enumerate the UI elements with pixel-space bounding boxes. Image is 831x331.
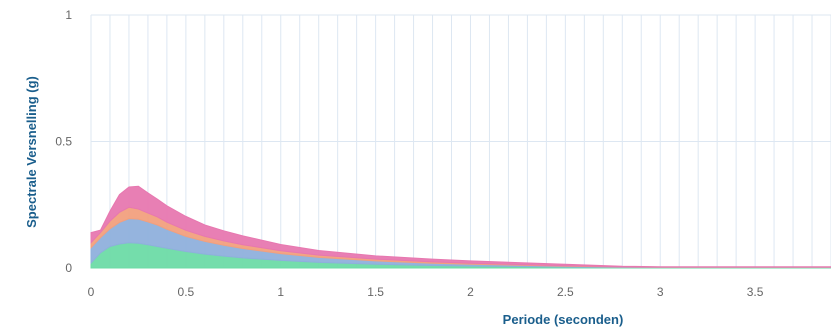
y-tick-label: 0 [65, 261, 72, 275]
x-tick-label: 2 [467, 285, 474, 299]
y-axis-ticks: 00.51 [55, 8, 72, 275]
x-tick-label: 1 [277, 285, 284, 299]
x-tick-label: 0 [88, 285, 95, 299]
y-axis-title: Spectrale Versnelling (g) [24, 76, 39, 228]
x-tick-label: 3 [657, 285, 664, 299]
x-tick-label: 1.5 [367, 285, 384, 299]
x-axis-title: Periode (seconden) [503, 312, 624, 327]
x-tick-label: 0.5 [178, 285, 195, 299]
y-tick-label: 1 [65, 8, 72, 22]
x-tick-label: 3.5 [747, 285, 764, 299]
area-series-4 [90, 185, 831, 268]
y-tick-label: 0.5 [55, 135, 72, 149]
x-tick-label: 2.5 [557, 285, 574, 299]
x-axis-ticks: 0 0.5 1 1.5 2 2.5 3 3.5 [88, 285, 764, 299]
stacked-area-series [90, 185, 831, 269]
